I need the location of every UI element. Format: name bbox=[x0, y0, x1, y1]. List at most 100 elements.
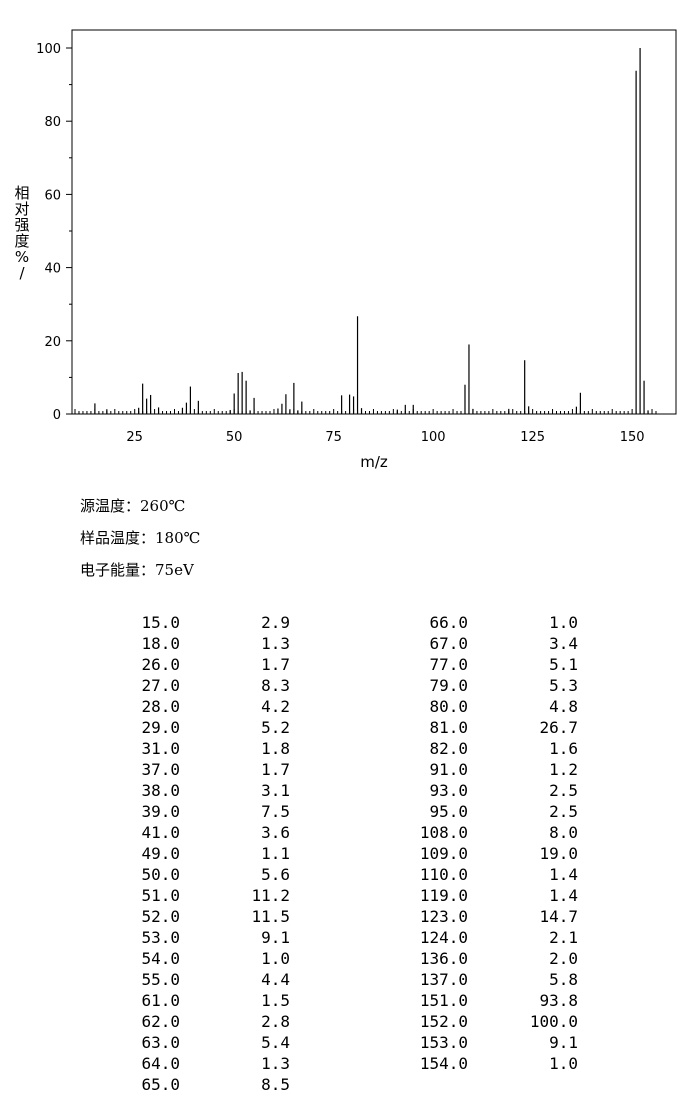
peak-mz: 38.0 bbox=[141, 781, 180, 800]
peak-intensity: 1.3 bbox=[261, 1054, 290, 1073]
peak-mz: 119.0 bbox=[419, 886, 468, 905]
x-axis-label: m/z bbox=[360, 453, 388, 471]
peak-intensity: 1.5 bbox=[261, 991, 290, 1010]
peak-row: 28.0 4.2 bbox=[110, 696, 290, 717]
peak-intensity: 5.8 bbox=[549, 970, 578, 989]
peak-intensity: 4.8 bbox=[549, 697, 578, 716]
peak-mz: 64.0 bbox=[141, 1054, 180, 1073]
peak-intensity: 1.7 bbox=[261, 760, 290, 779]
peak-intensity: 1.4 bbox=[549, 886, 578, 905]
peak-row: 53.0 9.1 bbox=[110, 927, 290, 948]
peak-intensity: 1.4 bbox=[549, 865, 578, 884]
peak-row: 50.0 5.6 bbox=[110, 864, 290, 885]
peak-row: 124.0 2.1 bbox=[400, 927, 578, 948]
peak-intensity: 1.0 bbox=[549, 1054, 578, 1073]
peak-mz: 95.0 bbox=[429, 802, 468, 821]
peak-row: 18.0 1.3 bbox=[110, 633, 290, 654]
peak-row: 108.0 8.0 bbox=[400, 822, 578, 843]
y-tick-label: 60 bbox=[44, 188, 61, 203]
peak-row: 77.0 5.1 bbox=[400, 654, 578, 675]
peak-intensity: 1.3 bbox=[261, 634, 290, 653]
peak-mz: 137.0 bbox=[419, 970, 468, 989]
peak-intensity: 5.6 bbox=[261, 865, 290, 884]
peak-mz: 51.0 bbox=[141, 886, 180, 905]
peak-intensity: 7.5 bbox=[261, 802, 290, 821]
peak-intensity: 5.4 bbox=[261, 1033, 290, 1052]
peak-row: 37.0 1.7 bbox=[110, 759, 290, 780]
peak-row: 61.0 1.5 bbox=[110, 990, 290, 1011]
peak-intensity: 5.2 bbox=[261, 718, 290, 737]
y-tick-label: 80 bbox=[44, 115, 61, 130]
peak-row: 62.0 2.8 bbox=[110, 1011, 290, 1032]
peak-intensity: 26.7 bbox=[539, 718, 578, 737]
peak-intensity: 2.0 bbox=[549, 949, 578, 968]
peak-mz: 37.0 bbox=[141, 760, 180, 779]
peak-intensity: 1.0 bbox=[261, 949, 290, 968]
condition-label: 电子能量： bbox=[80, 561, 156, 579]
peak-mz: 63.0 bbox=[141, 1033, 180, 1052]
peak-row: 151.0 93.8 bbox=[400, 990, 578, 1011]
peak-row: 26.0 1.7 bbox=[110, 654, 290, 675]
y-label-char: % bbox=[15, 248, 29, 266]
peak-mz: 93.0 bbox=[429, 781, 468, 800]
peak-mz: 77.0 bbox=[429, 655, 468, 674]
peak-row: 65.0 8.5 bbox=[110, 1074, 290, 1095]
plot-frame bbox=[71, 29, 677, 415]
peak-row: 119.0 1.4 bbox=[400, 885, 578, 906]
peak-row: 152.0 100.0 bbox=[400, 1011, 578, 1032]
measurement-conditions: 源温度：260℃ 样品温度：180℃ 电子能量：75eV bbox=[80, 494, 200, 590]
peak-intensity: 19.0 bbox=[539, 844, 578, 863]
peak-intensity: 3.4 bbox=[549, 634, 578, 653]
peak-mz: 65.0 bbox=[141, 1075, 180, 1094]
peak-intensity: 1.7 bbox=[261, 655, 290, 674]
peak-mz: 62.0 bbox=[141, 1012, 180, 1031]
peak-mz: 55.0 bbox=[141, 970, 180, 989]
peak-mz: 110.0 bbox=[419, 865, 468, 884]
peak-intensity: 14.7 bbox=[539, 907, 578, 926]
peak-intensity: 5.1 bbox=[549, 655, 578, 674]
condition-value: 260℃ bbox=[140, 497, 186, 515]
peak-mz: 52.0 bbox=[141, 907, 180, 926]
peak-intensity: 8.5 bbox=[261, 1075, 290, 1094]
peak-row: 41.0 3.6 bbox=[110, 822, 290, 843]
peak-mz: 39.0 bbox=[141, 802, 180, 821]
peak-intensity: 1.0 bbox=[549, 613, 578, 632]
peak-mz: 91.0 bbox=[429, 760, 468, 779]
peak-row: 153.0 9.1 bbox=[400, 1032, 578, 1053]
peak-mz: 28.0 bbox=[141, 697, 180, 716]
y-label-char: 度 bbox=[14, 232, 29, 250]
peak-mz: 151.0 bbox=[419, 991, 468, 1010]
y-tick-label: 0 bbox=[53, 408, 61, 423]
peak-mz: 136.0 bbox=[419, 949, 468, 968]
x-tick-label: 25 bbox=[126, 430, 143, 445]
peak-row: 110.0 1.4 bbox=[400, 864, 578, 885]
peak-row: 67.0 3.4 bbox=[400, 633, 578, 654]
peak-mz: 80.0 bbox=[429, 697, 468, 716]
peak-row: 81.0 26.7 bbox=[400, 717, 578, 738]
peak-mz: 26.0 bbox=[141, 655, 180, 674]
peak-intensity: 9.1 bbox=[261, 928, 290, 947]
peak-mz: 31.0 bbox=[141, 739, 180, 758]
peak-mz: 109.0 bbox=[419, 844, 468, 863]
peak-row: 91.0 1.2 bbox=[400, 759, 578, 780]
condition-label: 样品温度： bbox=[80, 529, 156, 547]
peak-intensity: 4.2 bbox=[261, 697, 290, 716]
peak-mz: 79.0 bbox=[429, 676, 468, 695]
peak-row: 82.0 1.6 bbox=[400, 738, 578, 759]
peak-table-right: 66.0 1.0 67.0 3.4 77.0 5.1 79.0 5.3 80.0 4.8 81.0 2… bbox=[400, 612, 578, 1074]
peak-mz: 50.0 bbox=[141, 865, 180, 884]
peak-row: 154.0 1.0 bbox=[400, 1053, 578, 1074]
peak-intensity: 2.1 bbox=[549, 928, 578, 947]
peak-row: 136.0 2.0 bbox=[400, 948, 578, 969]
sample-temperature: 样品温度：180℃ bbox=[80, 526, 200, 558]
y-label-char: 强 bbox=[14, 216, 29, 234]
peak-mz: 41.0 bbox=[141, 823, 180, 842]
peak-intensity: 100.0 bbox=[529, 1012, 578, 1031]
peak-intensity: 8.0 bbox=[549, 823, 578, 842]
peak-intensity: 9.1 bbox=[549, 1033, 578, 1052]
peak-row: 137.0 5.8 bbox=[400, 969, 578, 990]
peak-row: 29.0 5.2 bbox=[110, 717, 290, 738]
peak-mz: 49.0 bbox=[141, 844, 180, 863]
